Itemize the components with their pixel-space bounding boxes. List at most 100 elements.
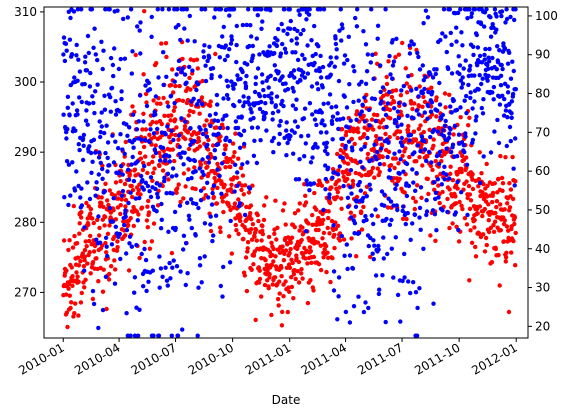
scatter-point bbox=[272, 63, 277, 68]
scatter-point bbox=[107, 7, 112, 12]
scatter-point bbox=[108, 55, 114, 61]
scatter-point bbox=[229, 251, 234, 256]
scatter-point bbox=[260, 228, 265, 233]
scatter-point bbox=[349, 236, 354, 241]
scatter-point bbox=[334, 194, 340, 200]
scatter-point bbox=[104, 244, 109, 249]
scatter-point bbox=[359, 79, 364, 85]
scatter-point bbox=[296, 259, 302, 265]
scatter-point bbox=[440, 31, 445, 36]
scatter-point bbox=[507, 50, 512, 55]
scatter-point bbox=[470, 106, 475, 111]
scatter-point bbox=[315, 240, 321, 245]
scatter-point bbox=[215, 185, 220, 191]
scatter-point bbox=[95, 57, 100, 63]
scatter-point bbox=[231, 7, 237, 12]
scatter-point bbox=[339, 22, 345, 27]
scatter-point bbox=[65, 94, 71, 100]
scatter-point bbox=[442, 123, 448, 128]
scatter-point bbox=[287, 289, 292, 294]
scatter-point bbox=[387, 222, 393, 227]
series-right-points bbox=[61, 7, 518, 338]
scatter-point bbox=[390, 38, 395, 43]
scatter-point bbox=[469, 11, 475, 16]
scatter-point bbox=[387, 107, 393, 113]
scatter-point bbox=[183, 119, 188, 124]
scatter-point bbox=[107, 223, 112, 228]
scatter-point bbox=[165, 124, 170, 129]
scatter-point bbox=[388, 199, 394, 204]
scatter-point bbox=[164, 54, 169, 60]
scatter-point bbox=[126, 167, 131, 172]
scatter-point bbox=[202, 7, 208, 12]
scatter-point bbox=[214, 92, 220, 98]
scatter-point bbox=[454, 25, 459, 30]
scatter-point bbox=[462, 216, 468, 221]
scatter-point bbox=[94, 237, 99, 242]
scatter-point bbox=[76, 279, 81, 284]
scatter-point bbox=[464, 179, 469, 184]
scatter-point bbox=[157, 285, 162, 290]
scatter-point bbox=[180, 56, 185, 62]
scatter-point bbox=[466, 82, 471, 88]
scatter-point bbox=[224, 113, 229, 118]
scatter-point bbox=[513, 87, 518, 92]
scatter-point bbox=[316, 262, 322, 267]
scatter-point bbox=[246, 95, 251, 101]
scatter-point bbox=[203, 63, 208, 68]
scatter-point bbox=[356, 294, 361, 299]
scatter-point bbox=[351, 304, 357, 309]
scatter-point bbox=[269, 96, 274, 101]
scatter-point bbox=[70, 245, 76, 250]
scatter-point bbox=[234, 59, 239, 65]
scatter-point bbox=[66, 286, 71, 291]
scatter-point bbox=[360, 199, 365, 204]
scatter-point bbox=[482, 57, 487, 62]
scatter-point bbox=[153, 150, 159, 156]
scatter-point bbox=[351, 64, 356, 69]
scatter-point bbox=[433, 196, 438, 202]
scatter-point bbox=[133, 52, 138, 58]
scatter-point bbox=[181, 171, 187, 176]
scatter-point bbox=[349, 136, 355, 142]
scatter-point bbox=[467, 115, 472, 121]
scatter-point bbox=[450, 178, 456, 183]
scatter-point bbox=[380, 117, 386, 123]
scatter-point bbox=[232, 201, 238, 206]
scatter-point bbox=[448, 171, 453, 176]
scatter-point bbox=[138, 51, 143, 56]
scatter-point bbox=[512, 17, 517, 23]
scatter-point bbox=[422, 86, 427, 92]
scatter-point bbox=[317, 68, 322, 74]
scatter-point bbox=[333, 41, 339, 47]
scatter-point bbox=[107, 163, 112, 168]
scatter-point bbox=[498, 228, 503, 233]
scatter-point bbox=[363, 81, 369, 87]
scatter-point bbox=[428, 163, 433, 169]
scatter-point bbox=[192, 39, 197, 44]
scatter-point bbox=[228, 164, 233, 170]
scatter-point bbox=[347, 320, 353, 325]
scatter-point bbox=[472, 225, 477, 230]
scatter-point bbox=[107, 271, 112, 277]
scatter-point bbox=[434, 114, 439, 119]
scatter-point bbox=[393, 119, 399, 124]
scatter-point bbox=[83, 239, 88, 244]
scatter-point bbox=[318, 7, 323, 12]
scatter-point bbox=[193, 186, 198, 192]
scatter-point bbox=[425, 116, 430, 121]
scatter-point bbox=[474, 114, 479, 119]
scatter-point bbox=[306, 12, 312, 17]
scatter-point bbox=[153, 94, 159, 99]
scatter-point bbox=[114, 248, 120, 253]
scatter-point bbox=[337, 28, 342, 33]
scatter-point bbox=[188, 197, 194, 202]
scatter-point bbox=[431, 143, 436, 148]
scatter-point bbox=[368, 60, 373, 65]
scatter-point bbox=[70, 283, 75, 288]
scatter-point bbox=[93, 150, 98, 155]
scatter-point bbox=[118, 132, 123, 137]
scatter-point bbox=[203, 160, 208, 165]
scatter-point bbox=[411, 129, 417, 134]
scatter-point bbox=[404, 161, 410, 167]
